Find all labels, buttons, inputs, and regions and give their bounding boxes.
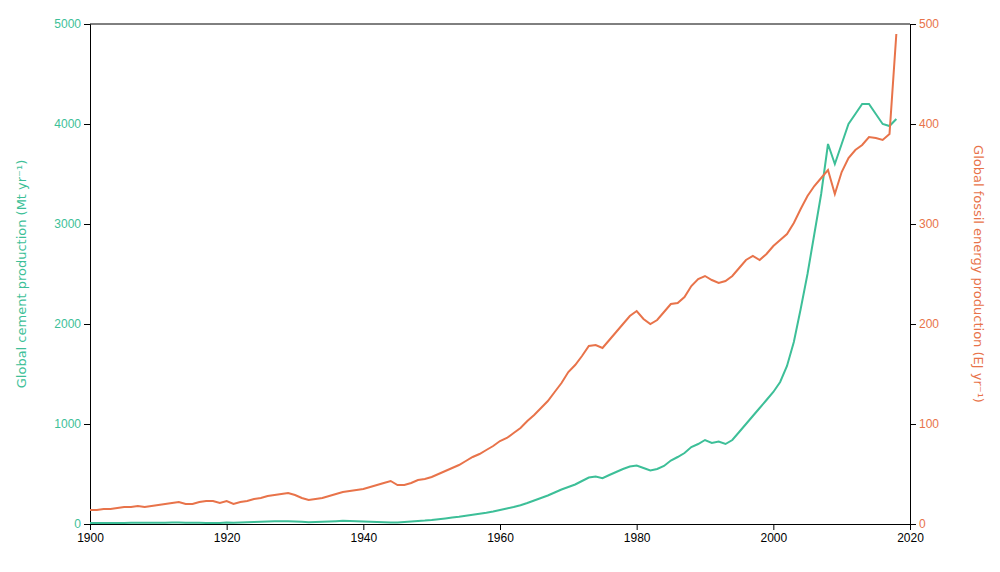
tick-mark bbox=[910, 324, 916, 325]
chart: 1900192019401960198020002020010002000300… bbox=[0, 0, 1000, 572]
tick-label: 1960 bbox=[487, 531, 514, 545]
tick-mark bbox=[910, 224, 916, 225]
tick-mark bbox=[500, 524, 501, 530]
tick-label: 300 bbox=[919, 217, 939, 231]
tick-label: 1900 bbox=[77, 531, 104, 545]
tick: 3000 bbox=[54, 217, 90, 231]
tick: 1960 bbox=[487, 524, 514, 545]
tick-label: 1920 bbox=[214, 531, 241, 545]
tick-mark bbox=[910, 124, 916, 125]
tick-label: 3000 bbox=[54, 217, 81, 231]
tick-mark bbox=[910, 24, 916, 25]
tick-label: 100 bbox=[919, 417, 939, 431]
tick-label: 0 bbox=[74, 517, 81, 531]
tick: 1940 bbox=[350, 524, 377, 545]
tick: 0 bbox=[910, 517, 926, 531]
plot: 1900192019401960198020002020010002000300… bbox=[54, 17, 939, 544]
tick: 4000 bbox=[54, 117, 90, 131]
tick-mark bbox=[84, 224, 90, 225]
tick-mark bbox=[84, 424, 90, 425]
tick-mark bbox=[910, 524, 916, 525]
tick: 0 bbox=[74, 517, 90, 531]
y-axis-label: Global cement production (Mt yr⁻¹) bbox=[14, 160, 29, 389]
tick-label: 2020 bbox=[897, 531, 924, 545]
tick-mark bbox=[910, 424, 916, 425]
tick-mark bbox=[84, 524, 90, 525]
axis-line bbox=[911, 25, 917, 525]
tick: 100 bbox=[910, 417, 939, 431]
tick-mark bbox=[773, 524, 774, 530]
tick-label: 1000 bbox=[54, 417, 81, 431]
marks bbox=[90, 34, 896, 523]
tick-label: 400 bbox=[919, 117, 939, 131]
tick: 1920 bbox=[214, 524, 241, 545]
tick-mark bbox=[637, 524, 638, 530]
tick-label: 1940 bbox=[350, 531, 377, 545]
tick: 1980 bbox=[624, 524, 651, 545]
tick-label: 200 bbox=[919, 317, 939, 331]
tick: 2000 bbox=[54, 317, 90, 331]
axis-line bbox=[91, 525, 911, 531]
tick-label: 4000 bbox=[54, 117, 81, 131]
y-axis: 0 1000 2000 3000 4000 5000 bbox=[54, 17, 90, 531]
tick-label: 1980 bbox=[624, 531, 651, 545]
tick-mark bbox=[363, 524, 364, 530]
tick: 1000 bbox=[54, 417, 90, 431]
y2-axis: 0 100 200 300 400 500 bbox=[910, 17, 939, 531]
tick-mark bbox=[84, 24, 90, 25]
tick: 500 bbox=[910, 17, 939, 31]
tick: 200 bbox=[910, 317, 939, 331]
tick: 5000 bbox=[54, 17, 90, 31]
frame-line bbox=[90, 24, 910, 25]
tick-label: 0 bbox=[919, 517, 926, 531]
axis-line bbox=[84, 25, 91, 525]
tick-label: 5000 bbox=[54, 17, 81, 31]
tick-mark bbox=[227, 524, 228, 530]
tick-label: 500 bbox=[919, 17, 939, 31]
line bbox=[90, 34, 896, 510]
tick-label: 2000 bbox=[760, 531, 787, 545]
tick: 400 bbox=[910, 117, 939, 131]
tick-mark bbox=[84, 324, 90, 325]
y2-axis-label: Global fossil energy production (EJ yr⁻¹… bbox=[971, 145, 986, 403]
tick-label: 2000 bbox=[54, 317, 81, 331]
x-axis: 1900 1920 1940 1960 1980 2000 2020 bbox=[77, 524, 924, 545]
tick-mark bbox=[84, 124, 90, 125]
tick: 300 bbox=[910, 217, 939, 231]
tick: 1900 bbox=[77, 524, 104, 545]
tick: 2000 bbox=[760, 524, 787, 545]
line bbox=[90, 104, 896, 523]
